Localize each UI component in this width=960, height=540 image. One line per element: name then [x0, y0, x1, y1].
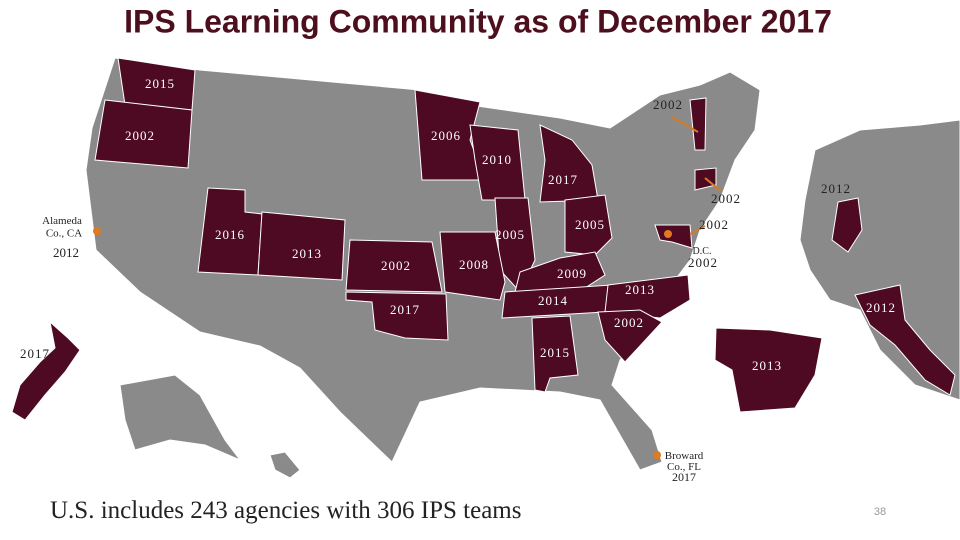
- year-label: 2013: [752, 358, 782, 373]
- year-label: 2017: [390, 302, 420, 317]
- netherlands: [831, 197, 863, 253]
- year-label: 2017: [548, 172, 578, 187]
- europe: [799, 119, 960, 401]
- alaska: [119, 374, 242, 462]
- callout-text: D.C.: [693, 246, 712, 257]
- location-dot: [664, 230, 672, 238]
- footer-note: U.S. includes 243 agencies with 306 IPS …: [50, 497, 521, 524]
- year-label: 2013: [625, 282, 655, 297]
- state-co: [257, 211, 346, 281]
- state-mo: [439, 231, 506, 301]
- slide-title: IPS Learning Community as of December 20…: [124, 3, 832, 39]
- year-label: 2008: [459, 257, 489, 272]
- state-oh: [564, 194, 613, 256]
- year-label: 2005: [575, 217, 605, 232]
- callout-year: 2017: [672, 470, 696, 484]
- year-label: 2015: [145, 76, 175, 91]
- callout-text: Co., CA: [46, 228, 82, 240]
- state-ks: [345, 239, 443, 293]
- map: [11, 57, 960, 479]
- year-label: 2002: [653, 97, 683, 112]
- year-label: 2013: [292, 246, 322, 261]
- year-label: 2014: [538, 293, 568, 308]
- year-label: 2009: [557, 266, 587, 281]
- new-zealand: [11, 320, 81, 421]
- callout-line: [689, 225, 706, 235]
- year-label: 2006: [431, 128, 461, 143]
- callout-line: [704, 177, 723, 193]
- year-label: 2012: [866, 300, 896, 315]
- state-vt: [689, 97, 707, 151]
- spain: [714, 327, 823, 413]
- year-label: 2016: [215, 227, 245, 242]
- page-number: 38: [874, 506, 886, 518]
- year-label: 2002: [125, 128, 155, 143]
- year-label: 2012: [821, 181, 851, 196]
- year-label: 2002: [711, 191, 741, 206]
- hawaii: [269, 451, 301, 479]
- italy: [854, 284, 956, 396]
- location-dot: [653, 451, 661, 459]
- state-nc: [604, 274, 691, 319]
- callout-text: Co., FL: [667, 461, 701, 473]
- state-ok: [345, 291, 449, 341]
- year-label: 2015: [540, 345, 570, 360]
- callout-text: Broward: [665, 450, 704, 462]
- map-labels: 2015 2002 2016 2013 2002 2017 2006 2010 2017 2005…: [20, 76, 896, 373]
- year-label: 2002: [381, 258, 411, 273]
- state-md: [654, 224, 693, 249]
- state-or: [94, 99, 193, 169]
- location-dot: [93, 227, 101, 235]
- state-sc: [597, 309, 663, 363]
- year-label: 2002: [699, 217, 729, 232]
- year-label: 2017: [20, 346, 50, 361]
- year-label: 2002: [614, 315, 644, 330]
- callout-text: Alameda: [42, 215, 82, 227]
- year-label: 2002: [688, 255, 718, 270]
- callout-year: 2012: [53, 245, 79, 260]
- state-al: [531, 315, 579, 393]
- callout-line: [671, 116, 699, 133]
- year-label: 2010: [482, 152, 512, 167]
- year-label: 2005: [495, 227, 525, 242]
